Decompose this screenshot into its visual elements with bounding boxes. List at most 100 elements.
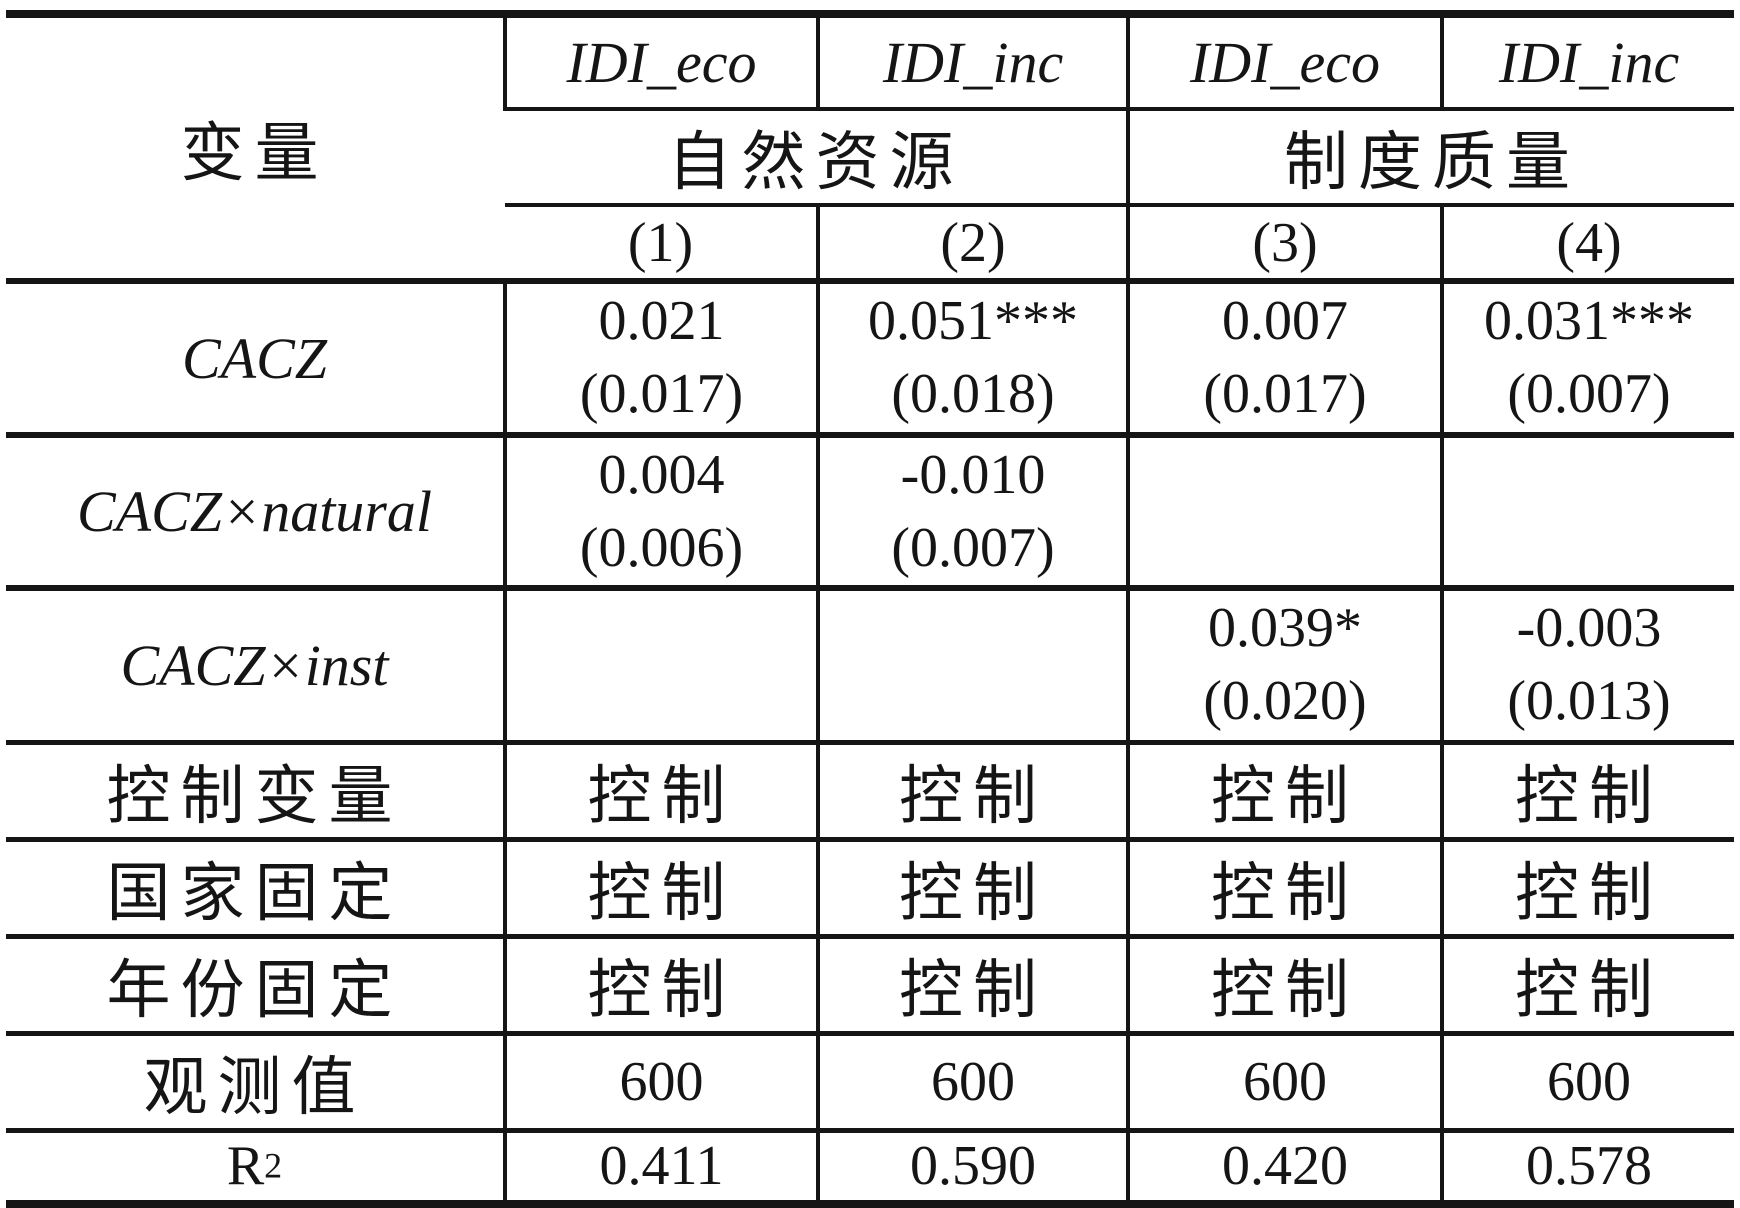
header-cell-depvar-3: IDI_eco (1126, 14, 1442, 111)
info-cell: 600 (816, 1033, 1128, 1133)
info-cell: 控制 (1126, 742, 1442, 842)
info-value: 控制 (1211, 760, 1359, 832)
coef-cell-inst-1 (503, 588, 818, 745)
header-row-colnumbers: (1) (2) (3) (4) (6, 205, 1734, 284)
se-value: (0.007) (1507, 363, 1671, 425)
coef-cell-inst-2 (816, 588, 1128, 745)
coef-value: 0.004 (598, 443, 725, 506)
coef-cell-natural-1: 0.004 (0.006) (503, 435, 818, 591)
coef-row-cacz-inst: CACZ×inst 0.039* (0.020) -0.003 (0.013) (6, 588, 1734, 745)
info-cell: 0.420 (1126, 1130, 1442, 1204)
se-value: (0.020) (1203, 670, 1367, 733)
regression-results-table: 变量 IDI_eco IDI_inc IDI_eco IDI_inc 自然资源 … (6, 10, 1734, 1208)
info-row-controls: 控制变量 控制 控制 控制 控制 (6, 742, 1734, 842)
coef-cell-inst-3: 0.039* (0.020) (1126, 588, 1442, 745)
header-cell-depvar-4: IDI_inc (1440, 14, 1734, 111)
info-cell: 600 (1126, 1033, 1442, 1133)
coef-value: -0.010 (900, 443, 1046, 506)
se-value: (0.007) (891, 516, 1055, 579)
info-value: 控制 (587, 857, 736, 929)
header-cell-group-natural: 自然资源 (505, 109, 1128, 207)
info-cell: 0.578 (1440, 1130, 1734, 1204)
se-value: (0.017) (1203, 363, 1367, 425)
rsq-value: 0.411 (599, 1135, 724, 1198)
info-cell: 控制 (1440, 936, 1734, 1036)
depvar-label-1: IDI_eco (566, 30, 757, 95)
obs-value: 600 (1243, 1050, 1327, 1113)
rowlabel-cacz: CACZ (6, 281, 505, 438)
info-cell: 控制 (503, 839, 818, 939)
rsq-value: 0.590 (910, 1135, 1036, 1198)
coef-cell-natural-2: -0.010 (0.007) (816, 435, 1128, 591)
colnum-label-1: (1) (627, 211, 694, 274)
cacz-inst-label: CACZ×inst (120, 632, 389, 698)
info-cell: 0.590 (816, 1130, 1128, 1204)
controls-label: 控制变量 (106, 760, 403, 832)
info-value: 控制 (899, 857, 1047, 929)
rsquared-superscript: 2 (264, 1145, 283, 1186)
country-fe-label: 国家固定 (106, 857, 403, 929)
coef-value: 0.007 (1222, 290, 1348, 352)
info-cell: 控制 (1126, 839, 1442, 939)
se-value: (0.013) (1507, 670, 1671, 733)
info-cell: 600 (1440, 1033, 1734, 1133)
rowlabel-cacz-inst: CACZ×inst (6, 588, 505, 745)
info-cell: 控制 (1440, 839, 1734, 939)
info-cell: 控制 (816, 839, 1128, 939)
obs-value: 600 (619, 1050, 704, 1113)
coef-value: 0.051*** (868, 290, 1078, 352)
regression-table-wrap: 变量 IDI_eco IDI_inc IDI_eco IDI_inc 自然资源 … (6, 10, 1734, 1208)
cacz-natural-label: CACZ×natural (77, 479, 432, 544)
group-label-institution: 制度质量 (1284, 127, 1580, 198)
info-cell: 600 (503, 1033, 818, 1133)
colnum-label-3: (3) (1252, 211, 1318, 274)
info-value: 控制 (899, 760, 1047, 832)
info-value: 控制 (1515, 857, 1663, 929)
coef-cell-cacz-2: 0.051*** (0.018) (816, 281, 1128, 438)
info-value: 控制 (587, 760, 736, 832)
variable-header-label: 变量 (180, 118, 329, 189)
info-cell: 控制 (503, 742, 818, 842)
info-row-country-fe: 国家固定 控制 控制 控制 控制 (6, 839, 1734, 939)
rowlabel-observations: 观测值 (6, 1033, 505, 1133)
info-value: 控制 (1515, 954, 1663, 1026)
rowlabel-controls: 控制变量 (6, 742, 505, 842)
coef-value: 0.021 (598, 290, 725, 352)
info-cell: 控制 (1126, 936, 1442, 1036)
header-cell-depvar-1: IDI_eco (503, 14, 818, 111)
header-cell-colnum-3: (3) (1126, 205, 1442, 284)
colnum-label-4: (4) (1556, 211, 1622, 274)
group-label-natural: 自然资源 (667, 127, 964, 198)
obs-value: 600 (1547, 1050, 1631, 1113)
coef-cell-natural-4 (1440, 435, 1734, 591)
header-cell-group-institution: 制度质量 (1126, 109, 1734, 207)
coef-row-cacz: CACZ 0.021 (0.017) 0.051*** (0.018) 0.00… (6, 281, 1734, 438)
se-value: (0.006) (579, 516, 744, 579)
header-row-groups: 自然资源 制度质量 (6, 109, 1734, 207)
info-row-year-fe: 年份固定 控制 控制 控制 控制 (6, 936, 1734, 1036)
se-value: (0.018) (891, 363, 1055, 425)
rowlabel-cacz-natural: CACZ×natural (6, 435, 505, 591)
rsq-value: 0.420 (1222, 1135, 1348, 1198)
coef-cell-natural-3 (1126, 435, 1442, 591)
rowlabel-country-fe: 国家固定 (6, 839, 505, 939)
info-cell: 控制 (1440, 742, 1734, 842)
coef-value: 0.031*** (1484, 290, 1694, 352)
depvar-label-2: IDI_inc (882, 30, 1064, 95)
info-row-rsquared: R2 0.411 0.590 0.420 0.578 (6, 1130, 1734, 1204)
header-row-depvars: 变量 IDI_eco IDI_inc IDI_eco IDI_inc (6, 14, 1734, 284)
observations-label: 观测值 (143, 1051, 366, 1123)
coef-cell-cacz-1: 0.021 (0.017) (503, 281, 818, 438)
header-cell-colnum-1: (1) (505, 205, 818, 284)
rowlabel-rsquared: R2 (6, 1130, 505, 1204)
rowlabel-year-fe: 年份固定 (6, 936, 505, 1036)
rsquared-label: R (226, 1135, 265, 1198)
header-cell-colnum-2: (2) (816, 205, 1128, 284)
colnum-label-2: (2) (940, 211, 1006, 274)
coef-row-cacz-natural: CACZ×natural 0.004 (0.006) -0.010 (0.007… (6, 435, 1734, 591)
coef-value: 0.039* (1208, 597, 1362, 660)
coef-cell-cacz-3: 0.007 (0.017) (1126, 281, 1442, 438)
year-fe-label: 年份固定 (106, 954, 403, 1026)
info-value: 控制 (587, 954, 736, 1026)
depvar-label-3: IDI_eco (1189, 30, 1380, 95)
